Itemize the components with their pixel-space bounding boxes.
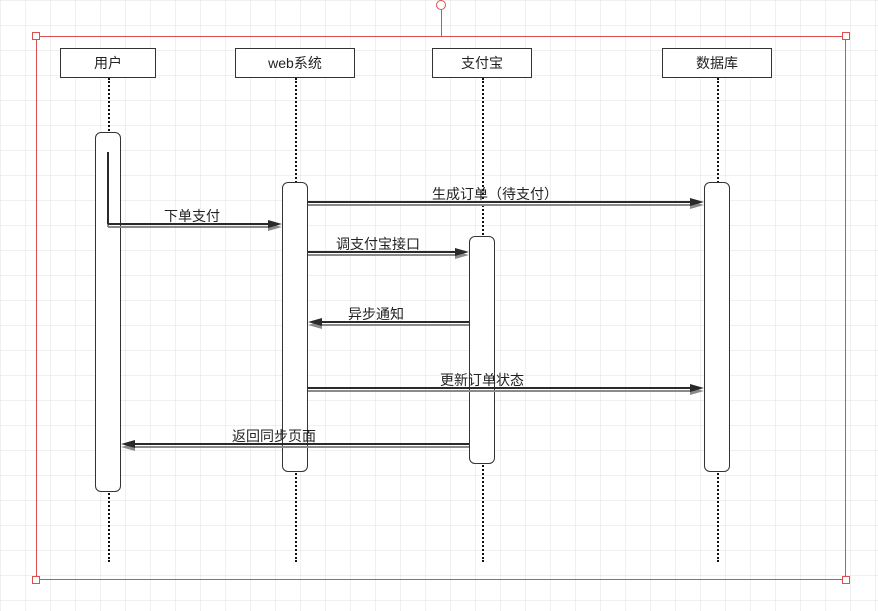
message-label-async-notify[interactable]: 异步通知 — [348, 304, 404, 324]
arrows-layer — [0, 0, 878, 611]
message-label-update-order[interactable]: 更新订单状态 — [440, 370, 524, 390]
message-label-call-alipay[interactable]: 调支付宝接口 — [336, 234, 420, 254]
message-label-create-order[interactable]: 生成订单（待支付） — [432, 184, 558, 204]
message-label-return-page[interactable]: 返回同步页面 — [232, 426, 316, 446]
message-label-place-order[interactable]: 下单支付 — [164, 206, 220, 226]
diagram-canvas: 用户 web系统 支付宝 数据库 下单支付 生成订单（待支付） 调支付宝接口 异… — [0, 0, 878, 611]
